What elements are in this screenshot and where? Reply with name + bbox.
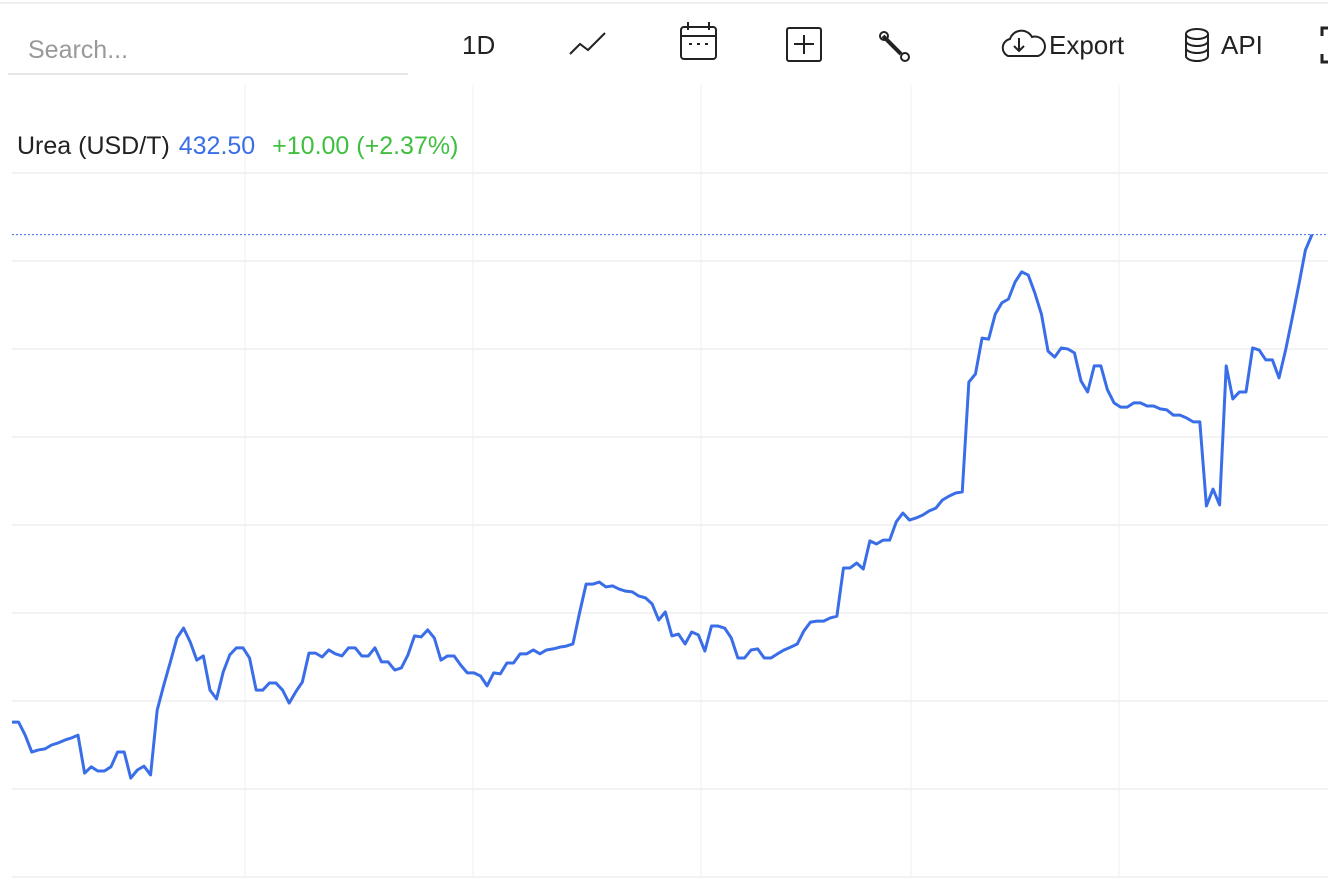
toolbar-icons xyxy=(569,22,1328,64)
fullscreen-icon[interactable] xyxy=(1320,26,1328,64)
price-line xyxy=(12,234,1314,780)
last-price: 432.50 xyxy=(178,132,256,160)
search-box[interactable]: Search... xyxy=(28,36,129,64)
legend: Urea (USD/T) 432.50 +10.00 (+2.37%) xyxy=(17,132,458,161)
api-button[interactable]: API xyxy=(1221,30,1263,60)
api-icon[interactable] xyxy=(1185,28,1209,62)
add-indicator-icon[interactable] xyxy=(786,27,822,62)
export-button[interactable]: Export xyxy=(1049,30,1125,60)
line-chart-icon[interactable] xyxy=(569,32,606,55)
price-change: +10.00 (+2.37%) xyxy=(272,132,459,160)
export-icon[interactable] xyxy=(1001,29,1046,57)
grid xyxy=(12,85,1328,878)
series-name: Urea (USD/T) xyxy=(17,132,170,160)
settings-icon[interactable] xyxy=(879,31,910,62)
interval-button[interactable]: 1D xyxy=(462,30,496,60)
calendar-icon[interactable] xyxy=(680,22,717,60)
